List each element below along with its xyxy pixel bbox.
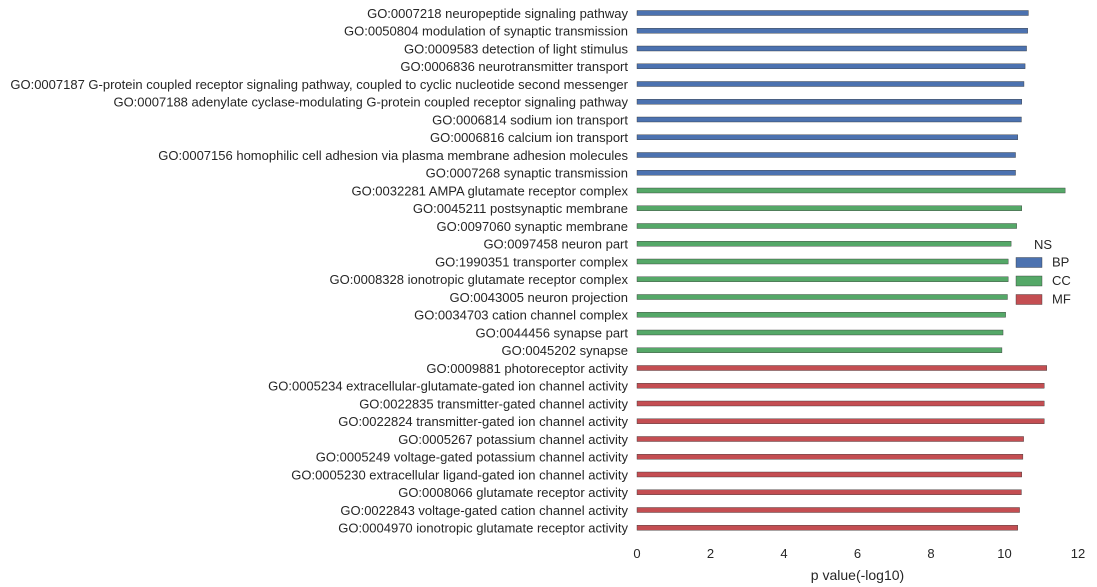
bar-cc-11 <box>636 205 1022 211</box>
category-label: GO:0022824 transmitter-gated ion channel… <box>338 414 628 429</box>
bar-mf-29 <box>636 525 1018 531</box>
bar-cc-15 <box>636 276 1009 282</box>
bar-cc-10 <box>636 187 1066 194</box>
category-label: GO:0009881 photoreceptor activity <box>426 361 628 376</box>
category-label: GO:0006814 sodium ion transport <box>432 112 628 127</box>
category-label: GO:0044456 synapse part <box>476 325 629 340</box>
category-label: GO:0004970 ionotropic glutamate receptor… <box>338 521 628 536</box>
bar-bp-4 <box>636 81 1025 87</box>
bar-cc-17 <box>636 312 1006 318</box>
category-label: GO:0008066 glutamate receptor activity <box>398 485 628 500</box>
x-tick-label: 12 <box>1071 546 1085 561</box>
legend-swatch-mf <box>1015 294 1043 305</box>
category-label: GO:1990351 transporter complex <box>435 254 628 269</box>
bar-bp-9 <box>636 170 1016 176</box>
bar-group <box>636 10 1066 531</box>
legend-label-mf: MF <box>1052 291 1071 306</box>
category-label: GO:0009583 detection of light stimulus <box>404 41 629 56</box>
bar-bp-7 <box>636 134 1018 140</box>
category-label: GO:0045202 synapse <box>502 343 628 358</box>
x-axis-label: p value(-log10) <box>811 567 904 583</box>
bar-mf-22 <box>636 400 1045 407</box>
bar-cc-13 <box>636 241 1012 247</box>
bar-cc-14 <box>636 258 1009 265</box>
category-label: GO:0005249 voltage-gated potassium chann… <box>316 450 629 465</box>
x-tick-label: 6 <box>854 546 861 561</box>
category-label: GO:0097060 synaptic membrane <box>437 219 629 234</box>
category-label: GO:0007188 adenylate cyclase-modulating … <box>113 95 628 110</box>
category-label: GO:0007218 neuropeptide signaling pathwa… <box>367 6 628 21</box>
bar-cc-12 <box>636 223 1017 229</box>
bar-mf-21 <box>636 383 1045 389</box>
bar-mf-27 <box>636 489 1022 495</box>
category-label: GO:0005267 potassium channel activity <box>398 432 628 447</box>
x-tick-label: 10 <box>997 546 1011 561</box>
category-label: GO:0032281 AMPA glutamate receptor compl… <box>351 183 628 198</box>
bar-bp-5 <box>636 99 1022 105</box>
legend-swatch-bp <box>1015 257 1043 268</box>
category-label: GO:0005230 extracellular ligand-gated io… <box>291 467 628 482</box>
x-axis: 0 2 4 6 8 10 12 <box>633 546 1085 561</box>
category-label: GO:0006836 neurotransmitter transport <box>400 59 628 74</box>
legend-label-cc: CC <box>1052 273 1071 288</box>
x-tick-label: 2 <box>707 546 714 561</box>
bar-mf-23 <box>636 418 1045 424</box>
category-label: GO:0022835 transmitter-gated channel act… <box>359 396 628 411</box>
category-label: GO:0034703 cation channel complex <box>414 308 628 323</box>
category-label: GO:0007156 homophilic cell adhesion via … <box>158 148 628 163</box>
bar-cc-19 <box>636 347 1003 353</box>
bar-cc-18 <box>636 329 1004 336</box>
bar-mf-24 <box>636 436 1024 442</box>
x-tick-label: 4 <box>780 546 787 561</box>
category-label: GO:0006816 calcium ion transport <box>430 130 628 145</box>
bar-mf-28 <box>636 507 1020 513</box>
category-label: GO:0008328 ionotropic glutamate receptor… <box>330 272 629 287</box>
legend: NS BP CC MF <box>1015 237 1071 306</box>
bar-mf-20 <box>636 365 1047 371</box>
category-label: GO:0043005 neuron projection <box>449 290 628 305</box>
category-label: GO:0022843 voltage-gated cation channel … <box>340 503 628 518</box>
bar-bp-6 <box>636 116 1022 123</box>
bar-mf-26 <box>636 471 1022 478</box>
category-label: GO:0005234 extracellular-glutamate-gated… <box>268 379 628 394</box>
legend-label-bp: BP <box>1052 254 1069 269</box>
bar-bp-8 <box>636 152 1016 158</box>
category-label: GO:0050804 modulation of synaptic transm… <box>344 24 628 39</box>
category-label: GO:0007268 synaptic transmission <box>426 166 628 181</box>
bar-bp-1 <box>636 28 1028 34</box>
bar-bp-2 <box>636 45 1027 52</box>
category-label: GO:0045211 postsynaptic membrane <box>413 201 628 216</box>
bar-cc-16 <box>636 294 1008 300</box>
category-labels: GO:0007218 neuropeptide signaling pathwa… <box>10 6 628 536</box>
bar-bp-3 <box>636 63 1026 69</box>
legend-swatch-cc <box>1015 275 1043 287</box>
bar-mf-25 <box>636 454 1024 460</box>
category-label: GO:0007187 G-protein coupled receptor si… <box>10 77 628 92</box>
x-tick-label: 8 <box>927 546 934 561</box>
bar-bp-0 <box>636 10 1029 16</box>
x-tick-label: 0 <box>633 546 640 561</box>
category-label: GO:0097458 neuron part <box>483 237 628 252</box>
legend-title: NS <box>1034 237 1052 252</box>
